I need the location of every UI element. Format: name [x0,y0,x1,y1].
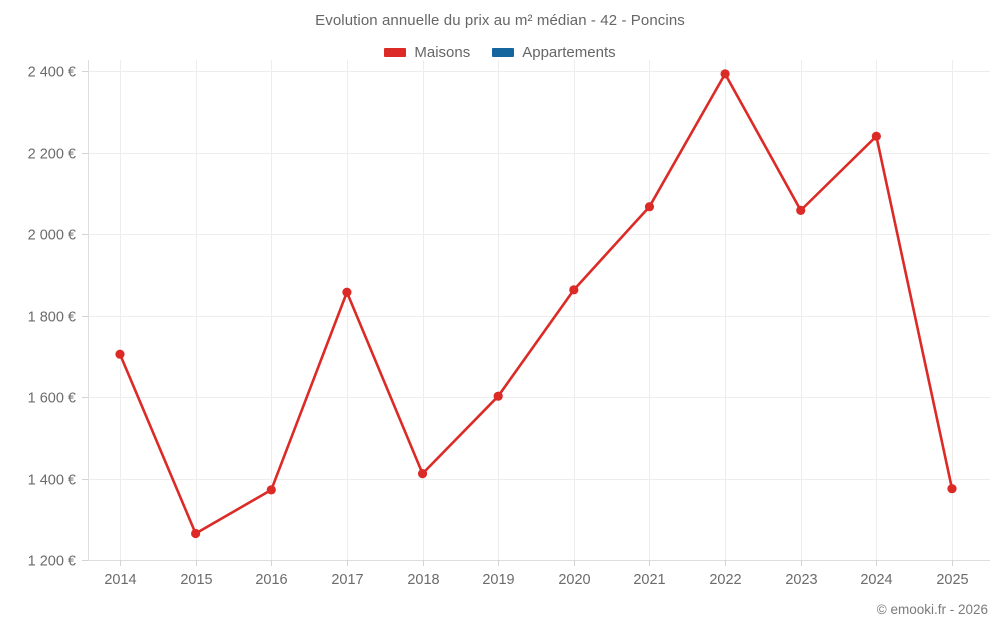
data-point[interactable] [947,484,957,494]
y-tick-label: 1 800 € [28,310,76,326]
x-tick-label: 2024 [860,572,892,588]
y-tick-label: 1 600 € [28,391,76,407]
x-tick-label: 2020 [558,572,590,588]
data-point[interactable] [493,391,503,401]
legend-label-maisons: Maisons [414,44,471,61]
y-gridlines [88,71,990,561]
y-tick-label: 1 200 € [28,554,76,570]
legend-swatch-maisons [384,48,407,57]
x-tick-label: 2023 [785,572,817,588]
data-point[interactable] [644,202,655,212]
data-point[interactable] [115,349,125,359]
x-tick-label: 2015 [180,572,212,588]
legend-swatch-appartements [492,48,515,57]
y-tick-label: 2 200 € [28,147,76,163]
data-point[interactable] [266,485,276,495]
series-layer [115,69,957,539]
y-axis-labels: 1 200 € 1 400 € 1 600 € 1 800 € 2 000 € 2 200… [28,65,76,570]
axis-lines [88,60,990,561]
data-point[interactable] [871,131,881,141]
legend-item-maisons[interactable]: Maisons [384,44,470,61]
legend-label-appartements: Appartements [522,44,616,61]
tickmarks [82,71,953,566]
chart-legend: Maisons Appartements [0,44,1000,61]
data-point[interactable] [417,469,428,479]
x-tick-label: 2016 [255,572,287,588]
x-tick-label: 2022 [709,572,741,588]
data-point[interactable] [342,287,352,297]
x-tick-label: 2017 [331,572,363,588]
x-tick-label: 2018 [407,572,439,588]
x-tick-label: 2021 [633,572,665,588]
chart-title: Evolution annuelle du prix au m² médian … [315,12,685,29]
x-gridlines [120,60,953,560]
data-point[interactable] [569,285,579,295]
x-axis-labels: 2014 2015 2016 2017 2018 2019 2020 2021 2022 2023… [104,572,968,588]
data-point[interactable] [191,528,201,539]
data-point[interactable] [720,69,730,79]
y-tick-label: 2 000 € [28,228,76,244]
x-tick-label: 2019 [482,572,514,588]
data-point[interactable] [796,205,806,215]
footer-credit: © emooki.fr - 2026 [876,602,988,617]
x-tick-label: 2014 [104,572,136,588]
y-tick-label: 1 400 € [28,473,76,489]
series-line-maisons [118,72,954,535]
y-tick-label: 2 400 € [28,65,76,81]
x-tick-label: 2025 [936,572,968,588]
legend-item-appartements[interactable]: Appartements [492,44,616,61]
